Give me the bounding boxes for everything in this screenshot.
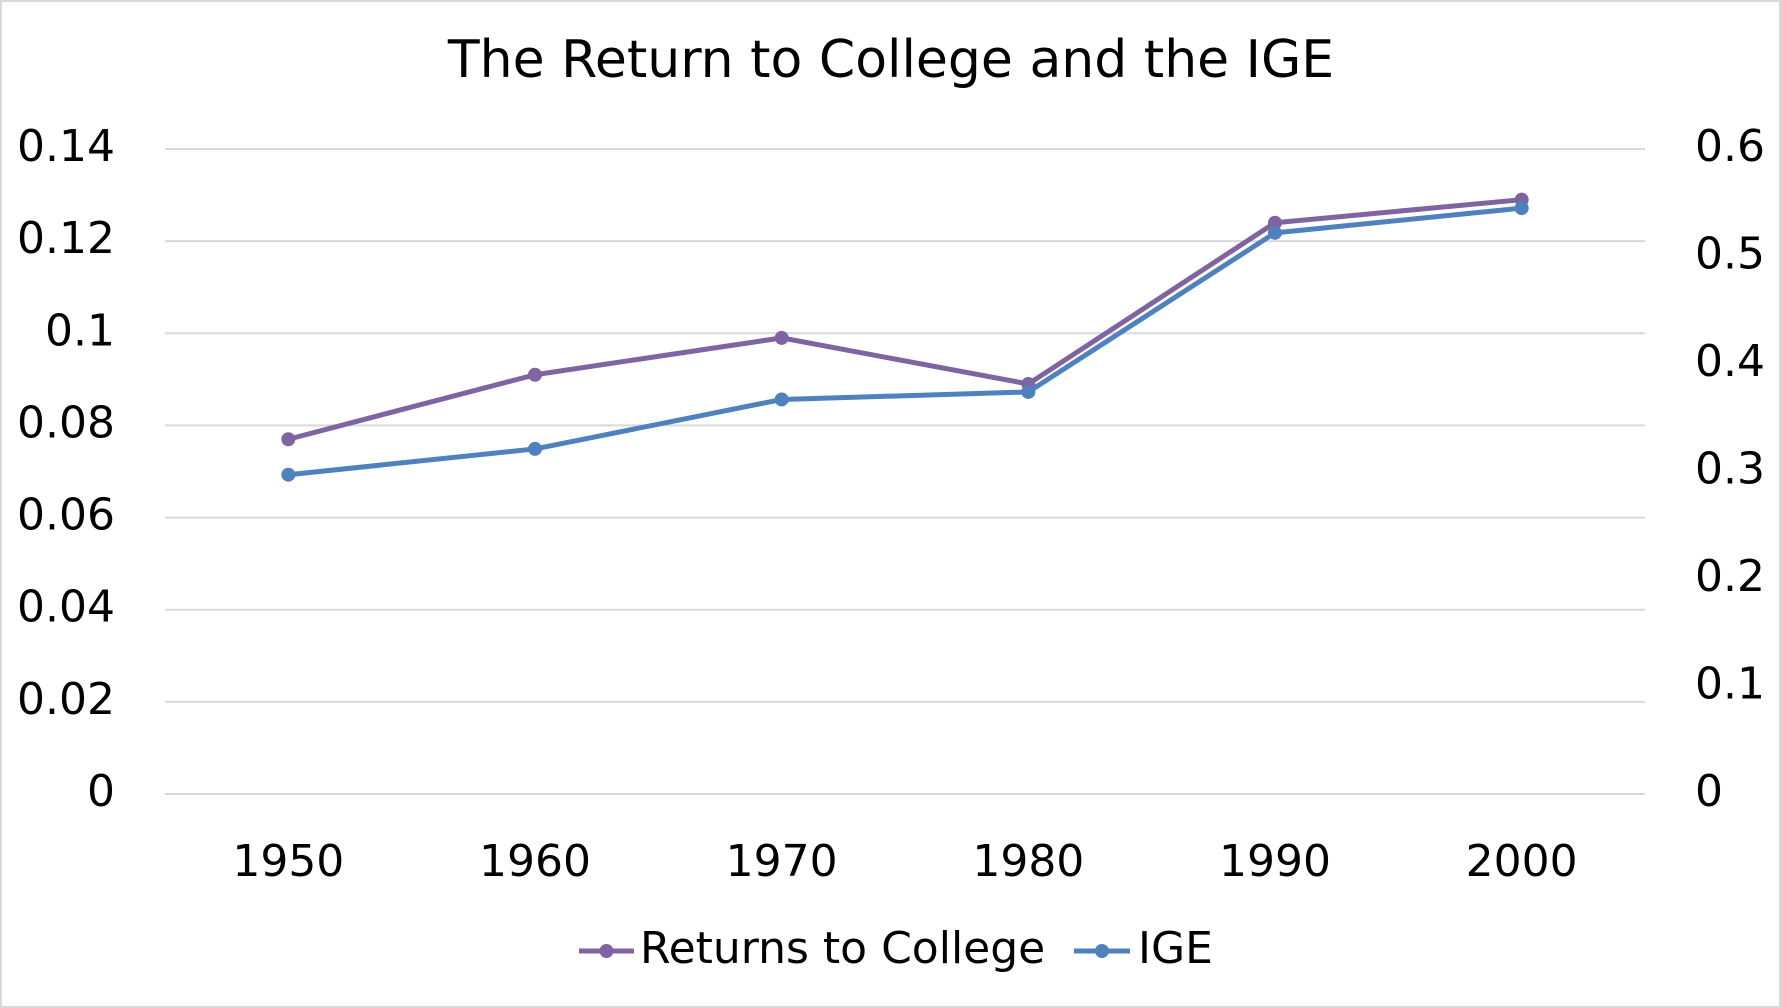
- series-line: [288, 205, 1522, 478]
- data-point: [1268, 215, 1282, 230]
- data-point: [528, 441, 542, 456]
- legend-label: IGE: [1138, 923, 1213, 974]
- y2-tick-label: 0.5: [1695, 229, 1765, 280]
- x-tick-label: 1990: [1219, 836, 1331, 887]
- series-line: [287, 197, 1522, 442]
- y2-tick-label: 0.6: [1695, 121, 1765, 172]
- y-tick-label: 0.08: [17, 397, 115, 448]
- data-point: [281, 467, 296, 482]
- y-tick-label: 0.06: [17, 490, 115, 541]
- x-tick-label: 2000: [1466, 836, 1578, 887]
- y2-tick-label: 0.3: [1695, 444, 1765, 495]
- x-tick-label: 1950: [232, 836, 344, 887]
- x-tick-label: 1970: [726, 836, 838, 887]
- y-tick-label: 0.1: [45, 305, 115, 356]
- y2-tick-label: 0.4: [1695, 336, 1765, 387]
- data-point: [528, 367, 542, 382]
- legend-marker: [599, 944, 614, 958]
- data-point: [1514, 201, 1529, 216]
- y-tick-label: 0.02: [17, 674, 115, 725]
- y-tick-label: 0.04: [17, 582, 115, 633]
- y2-tick-label: 0.1: [1695, 659, 1765, 710]
- data-point: [774, 330, 789, 345]
- data-point: [1021, 384, 1036, 399]
- y-tick-label: 0.12: [17, 213, 115, 264]
- y-tick-label: 0.14: [17, 121, 115, 172]
- x-tick-label: 1980: [972, 836, 1084, 887]
- legend-marker: [1095, 944, 1109, 958]
- y2-tick-label: 0: [1695, 766, 1723, 817]
- data-point: [1268, 225, 1282, 240]
- chart-title: The Return to College and the IGE: [447, 30, 1334, 90]
- x-tick-label: 1960: [479, 836, 591, 887]
- y-tick-label: 0: [87, 766, 115, 817]
- data-point: [774, 392, 789, 407]
- legend-label: Returns to College: [640, 923, 1045, 974]
- data-point: [281, 432, 296, 447]
- y2-tick-label: 0.2: [1695, 551, 1765, 602]
